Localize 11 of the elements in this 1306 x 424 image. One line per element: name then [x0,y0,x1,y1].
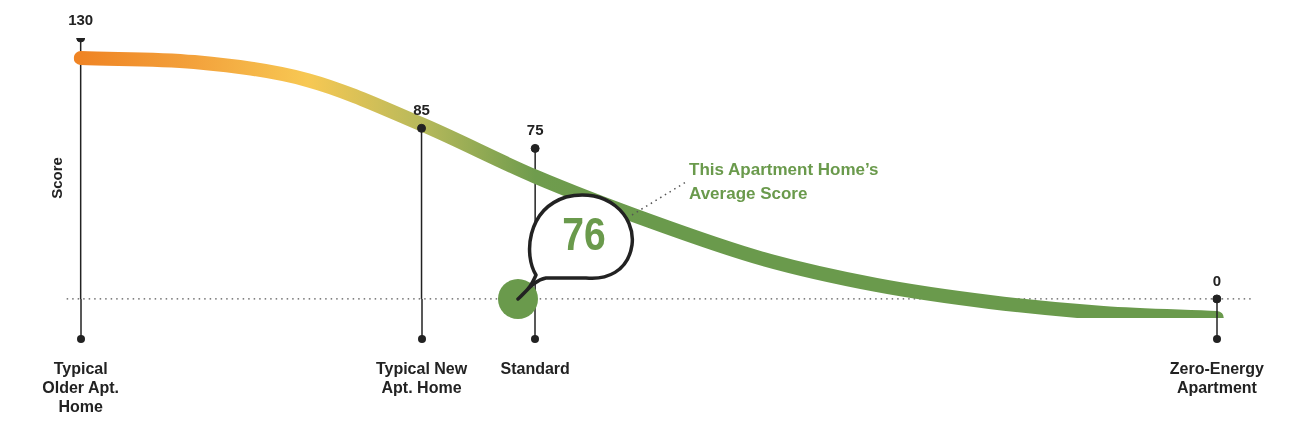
annotation: This Apartment Home’s Average Score [689,159,880,205]
data-label: 0 [1212,271,1222,289]
data-label: 130 [68,10,94,28]
annotation: 76 [561,207,607,262]
data-label: 75 [526,121,544,139]
data-label: 85 [413,100,430,118]
x-tick-label: Typical Older Apt. Home [42,360,120,416]
y-axis-title: Score [47,157,65,199]
x-tick-label: Typical New Apt. Home [375,360,468,397]
x-tick-label: Standard [500,360,570,378]
x-tick-label: Zero-Energy Apartment [1169,360,1265,397]
